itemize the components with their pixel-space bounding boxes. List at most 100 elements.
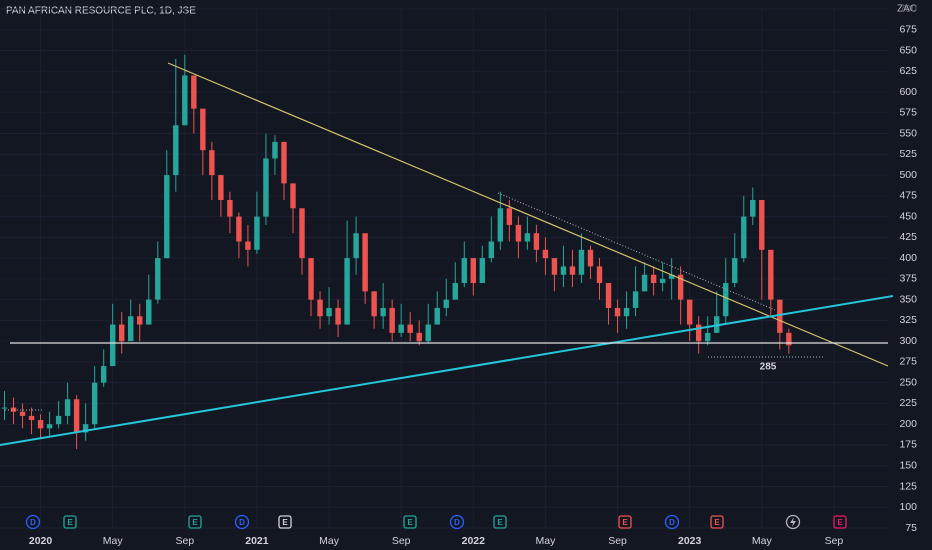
y-tick-label: 450 — [899, 210, 917, 222]
plot-area — [0, 8, 888, 529]
x-tick-label: May — [319, 535, 340, 547]
candle-body — [236, 216, 242, 242]
event-label: D — [454, 518, 460, 527]
candle-body — [209, 150, 215, 176]
event-label: E — [497, 518, 503, 527]
candle-body — [641, 274, 648, 292]
event-icon — [618, 515, 632, 529]
candle-body — [732, 258, 738, 284]
x-tick-label: Sep — [392, 535, 411, 547]
candle-body — [155, 258, 161, 300]
candle-body — [290, 183, 296, 209]
y-tick-label: 325 — [899, 314, 917, 326]
candle-body — [146, 299, 152, 325]
candle-body — [515, 224, 522, 242]
event-label: E — [67, 518, 73, 527]
y-tick-label: 275 — [899, 356, 917, 368]
candle-body — [119, 324, 125, 342]
candle-body — [723, 283, 729, 317]
x-tick-label: May — [752, 535, 773, 547]
y-tick-label: 525 — [899, 148, 917, 160]
y-tick-label: 350 — [899, 293, 917, 305]
candle-body — [227, 199, 233, 217]
candle-body — [398, 324, 404, 333]
candle-body — [272, 141, 278, 159]
y-tick-label: 125 — [899, 480, 917, 492]
annotation: 285 — [760, 362, 777, 373]
candle-body — [695, 324, 702, 342]
x-tick-label: Sep — [825, 535, 844, 547]
y-tick-label: 700 — [899, 3, 917, 15]
candle-body — [218, 175, 224, 200]
candle-body — [650, 274, 657, 284]
candle-body — [362, 233, 368, 292]
x-tick-label: May — [103, 535, 124, 547]
candle-body — [443, 299, 449, 308]
candle-body — [317, 299, 323, 317]
candle-body — [137, 316, 143, 325]
candle-body — [326, 307, 332, 317]
event-label: D — [239, 518, 245, 527]
candle-body — [100, 366, 107, 383]
candle-body — [64, 399, 71, 416]
candle-body — [173, 125, 179, 176]
event-icon — [833, 515, 847, 529]
candle-body — [488, 241, 495, 259]
candle-body — [587, 249, 594, 267]
event-icon — [63, 515, 77, 529]
candle-body — [281, 141, 287, 184]
y-tick-label: 600 — [899, 86, 917, 98]
candle-body — [19, 411, 26, 416]
candle-body — [768, 249, 774, 300]
candle-body — [452, 283, 458, 300]
y-tick-label: 225 — [899, 397, 917, 409]
y-tick-label: 575 — [899, 107, 917, 119]
y-tick-label: 300 — [899, 335, 917, 347]
candle-body — [82, 424, 89, 433]
y-tick-label: 250 — [899, 376, 917, 388]
candle-body — [596, 266, 603, 284]
event-icon — [234, 514, 250, 530]
x-tick-label: 2021 — [245, 535, 269, 547]
event-label: E — [282, 518, 288, 527]
candle-body — [28, 415, 35, 421]
candle-body — [128, 316, 134, 342]
candle-body — [551, 258, 558, 275]
candle-body — [741, 216, 747, 259]
dotted-line — [497, 192, 776, 311]
candle-body — [344, 258, 350, 325]
candle-body — [759, 199, 765, 250]
candle-body — [434, 307, 440, 325]
candle-body — [569, 266, 576, 275]
candle-body — [299, 208, 305, 259]
event-label: D — [30, 518, 36, 527]
candle-body — [578, 249, 585, 275]
y-tick-label: 425 — [899, 231, 917, 243]
candle-body — [497, 208, 504, 242]
candle-body — [263, 158, 269, 217]
x-tick-label: Sep — [175, 535, 194, 547]
y-tick-label: 200 — [899, 418, 917, 430]
candle-body — [668, 274, 675, 279]
candle-body — [461, 258, 467, 284]
candle-body — [200, 108, 206, 151]
candle-body — [353, 233, 359, 259]
candle-body — [777, 299, 783, 333]
event-label: D — [669, 518, 675, 527]
candle-body — [389, 307, 395, 333]
candle-body — [677, 274, 684, 300]
event-icon — [710, 515, 724, 529]
candle-body — [371, 291, 377, 317]
candle-body — [542, 249, 549, 259]
x-tick-label: Sep — [608, 535, 627, 547]
event-icon — [278, 515, 292, 529]
x-tick-label: 2023 — [678, 535, 702, 547]
candle-body — [623, 307, 630, 317]
event-label: E — [407, 518, 413, 527]
event-icon — [785, 514, 801, 530]
candle-body — [560, 266, 567, 275]
y-tick-label: 650 — [899, 44, 917, 56]
candle-body — [632, 291, 639, 308]
